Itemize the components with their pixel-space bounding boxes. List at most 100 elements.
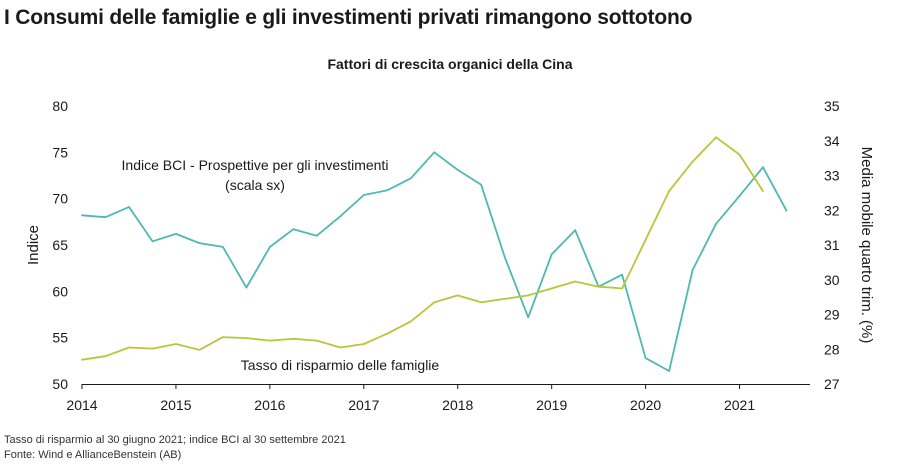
savings-point [362,343,365,345]
savings-point [597,285,600,288]
savings-point [245,337,248,339]
bci-point [527,316,530,319]
y-left-tick-label: 75 [52,144,68,160]
savings-point [762,190,764,193]
savings-point [738,153,741,156]
bci-point [762,166,764,169]
footnote-source: Fonte: Wind e AllianceBenstein (AB) [4,449,182,461]
series-label-bci-line2: (scala sx) [225,177,285,193]
bci-point [456,169,459,171]
y-right-tick-label: 28 [824,341,840,357]
bci-point [738,195,741,197]
y-axis-right-label: Media mobile quarto trim. (%) [858,147,875,344]
savings-point [433,301,436,304]
savings-point [550,287,553,290]
y-left-tick-label: 80 [52,98,68,114]
x-tick-label: 2014 [66,397,97,413]
bci-point [644,357,647,359]
y-right-tick-label: 30 [824,272,840,288]
savings-point [151,347,154,350]
chart-title: Fattori di crescita organici della Cina [327,56,573,72]
savings-point [480,301,483,304]
bci-point [151,240,154,243]
bci-point [574,229,577,232]
x-tick-label: 2021 [724,397,755,413]
bci-point [269,246,271,248]
bci-point [503,256,506,258]
bci-point [245,286,248,289]
chart-headline: I Consumi delle famiglie e gli investime… [4,6,693,29]
bci-point [222,246,224,248]
x-tick-label: 2018 [442,397,473,413]
y-left-ticks: 50 55 60 65 70 75 80 [52,98,68,392]
savings-point [527,294,530,297]
y-right-tick-label: 33 [824,168,840,184]
y-left-tick-label: 55 [52,330,68,346]
bci-point [292,228,295,231]
y-left-tick-label: 50 [52,376,68,392]
savings-point [292,337,295,340]
series-label-bci-line1: Indice BCI - Prospettive per gli investi… [122,157,389,173]
bci-point [550,253,553,256]
bci-point [81,214,83,217]
savings-point [386,332,389,335]
y-left-tick-label: 60 [52,283,68,299]
series-label-savings: Tasso di risparmio delle famiglie [241,357,440,373]
bci-point [691,269,694,271]
y-right-tick-label: 27 [824,376,840,392]
bci-point [386,189,389,192]
savings-point [715,136,717,139]
bci-point [362,194,365,196]
y-right-tick-label: 32 [824,202,840,218]
bci-point [433,151,436,154]
savings-point [81,358,83,361]
y-axis-left-label: Indice [25,225,42,265]
savings-point [128,346,130,349]
x-tick-label: 2020 [630,397,661,413]
savings-point [198,349,201,351]
savings-point [574,280,577,283]
savings-point [503,298,506,300]
bci-point [175,233,177,235]
y-left-tick-label: 65 [52,237,68,253]
savings-point [621,287,623,290]
bci-point [409,177,412,180]
footnote-dates: Tasso di risparmio al 30 giugno 2021; in… [4,434,346,446]
x-tick-label: 2015 [160,397,191,413]
savings-point [222,336,224,338]
y-right-tick-label: 34 [824,133,840,149]
savings-point [644,238,647,241]
savings-point [175,343,177,345]
savings-point [339,346,342,349]
y-right-ticks: 27 28 29 30 31 32 33 34 35 [824,98,840,392]
bci-point [668,370,670,372]
points-bci [81,151,788,372]
series-line-savings [81,136,764,361]
bci-point [315,234,318,237]
savings-point [315,339,318,342]
bci-point [128,206,130,208]
x-tick-label: 2019 [536,397,567,413]
bci-point [104,216,107,219]
bci-point [198,242,201,245]
x-tick-label: 2016 [254,397,285,413]
points-savings [81,136,764,361]
y-left-tick-label: 70 [52,191,68,207]
bci-point [480,183,483,186]
bci-point [715,222,717,225]
x-tick-label: 2017 [348,397,379,413]
bci-point [621,273,623,276]
bci-point [785,209,788,212]
series-line-bci [81,151,788,372]
savings-point [668,190,670,193]
bci-point [339,215,342,218]
y-right-tick-label: 29 [824,307,840,323]
savings-point [456,294,459,297]
x-ticks: 2014 2015 2016 2017 2018 2019 2020 2021 [66,384,755,413]
savings-point [691,160,694,163]
savings-point [409,320,412,323]
savings-point [104,355,107,358]
y-right-tick-label: 35 [824,98,840,114]
y-right-tick-label: 31 [824,237,840,253]
